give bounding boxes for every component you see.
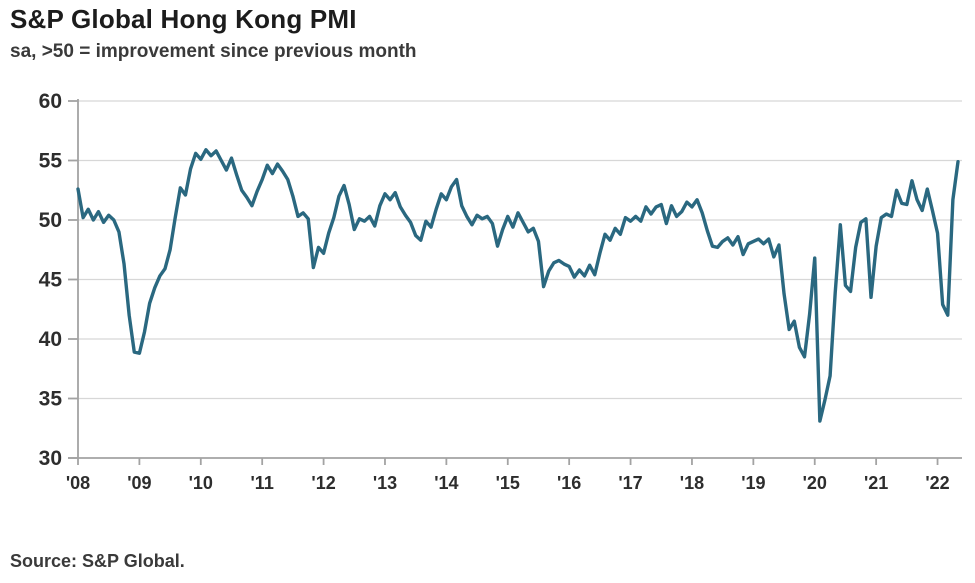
x-tick-label: '15 [496,473,520,493]
chart-subtitle: sa, >50 = improvement since previous mon… [10,41,417,62]
x-tick-label: '16 [557,473,581,493]
y-tick-label: 35 [39,388,63,411]
x-tick-label: '13 [373,473,397,493]
y-tick-label: 45 [39,269,63,292]
x-tick-label: '21 [864,473,888,493]
x-tick-label: '17 [618,473,642,493]
x-tick-label: '19 [741,473,765,493]
x-tick-label: '12 [311,473,335,493]
y-tick-label: 60 [39,90,62,113]
chart-title: S&P Global Hong Kong PMI [10,4,357,34]
x-tick-label: '20 [803,473,827,493]
y-tick-label: 50 [39,209,62,232]
x-tick-label: '14 [434,473,458,493]
x-tick-label: '18 [680,473,704,493]
x-tick-label: '08 [66,473,90,493]
pmi-series-line [76,148,960,423]
x-tick-label: '09 [127,473,151,493]
x-tick-label: '11 [251,473,274,493]
y-tick-label: 40 [39,328,62,351]
y-tick-label: 30 [39,447,62,470]
y-tick-label: 55 [39,150,63,173]
source-note: Source: S&P Global. [10,551,185,571]
x-tick-label: '10 [189,473,213,493]
x-tick-label: '22 [925,473,949,493]
